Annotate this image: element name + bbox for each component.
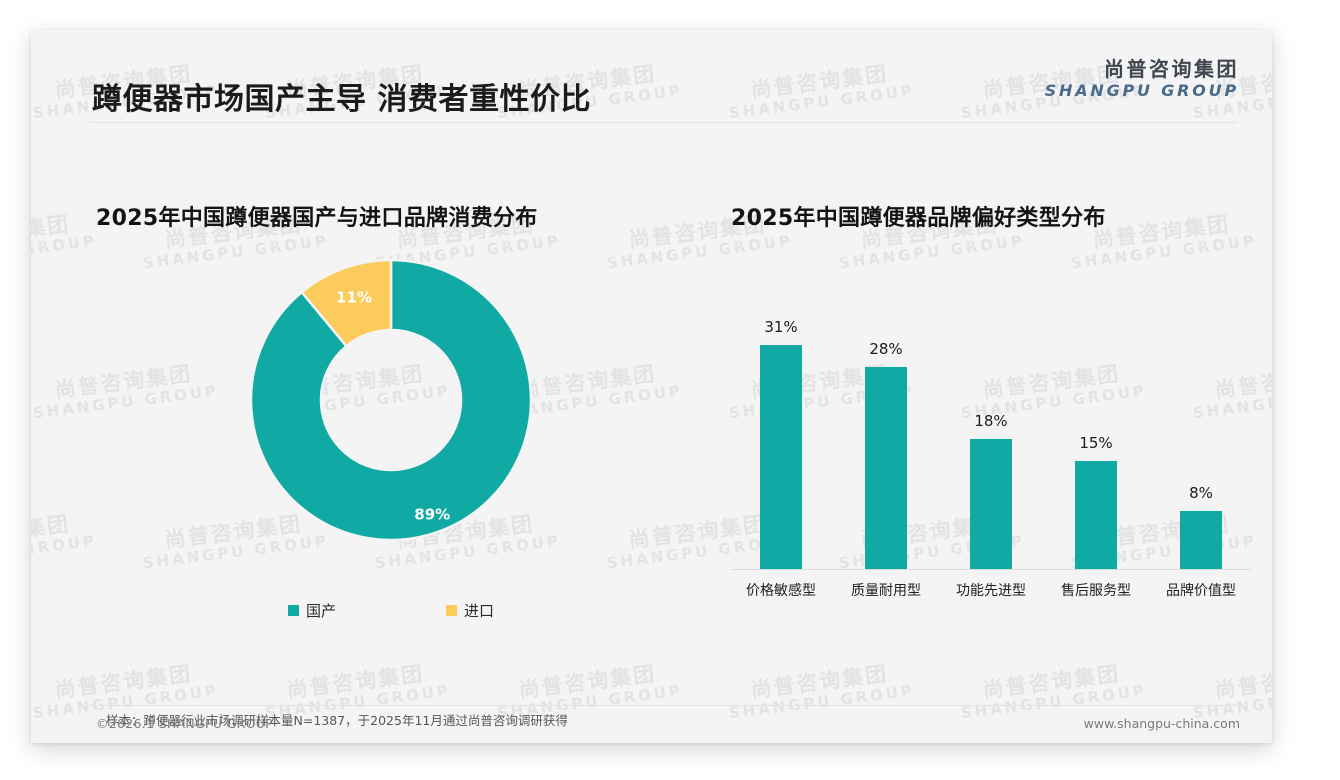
legend-swatch-icon <box>446 605 457 616</box>
donut-chart-title: 2025年中国蹲便器国产与进口品牌消费分布 <box>96 206 538 231</box>
bar-column: 31% <box>731 259 831 569</box>
bar-chart-title: 2025年中国蹲便器品牌偏好类型分布 <box>731 206 1106 231</box>
donut-chart: 89% 11% <box>96 250 686 580</box>
bar-value-label: 8% <box>1189 484 1213 503</box>
bar[interactable] <box>1180 511 1222 569</box>
bar-column: 8% <box>1151 259 1251 569</box>
bar-column: 28% <box>836 259 936 569</box>
donut-legend: 国产 进口 <box>96 600 686 621</box>
bar[interactable] <box>760 345 802 569</box>
slide-header: 蹲便器市场国产主导 消费者重性价比 尚普咨询集团 SHANGPU GROUP <box>31 30 1272 122</box>
donut-legend-item[interactable]: 国产 <box>287 600 336 621</box>
donut-slice-label: 11% <box>336 288 372 306</box>
watermark-english: SHANGPU GROUP <box>31 231 98 273</box>
bar-value-label: 15% <box>1079 433 1113 452</box>
page-title: 蹲便器市场国产主导 消费者重性价比 <box>92 82 591 117</box>
header-divider <box>89 122 1237 123</box>
bar-chart-axis-line <box>731 569 1251 570</box>
logo-english-text: SHANGPU GROUP <box>1044 81 1239 100</box>
donut-legend-label: 进口 <box>464 602 495 620</box>
source-footnote: 样本：蹲便器行业市场调研样本量N=1387，于2025年11月通过尚普咨询调研获… <box>106 713 568 728</box>
bar-chart-panel: 2025年中国蹲便器品牌偏好类型分布 31% 28% 18% 15% 8% 价格敏感型 质… <box>731 200 1251 670</box>
footer-website[interactable]: www.shangpu-china.com <box>1083 716 1240 731</box>
logo-chinese-text: 尚普咨询集团 <box>1104 57 1239 81</box>
donut-slice-label: 89% <box>414 506 450 524</box>
bar-value-label: 28% <box>869 339 903 358</box>
legend-swatch-icon <box>287 605 299 616</box>
footnote-divider <box>89 705 1237 706</box>
slide-card: 尚普咨询集团 SHANGPU GROUP 尚普咨询集团 SHANGPU GROUP 尚普… <box>31 30 1272 743</box>
bar-value-label: 18% <box>974 412 1008 430</box>
donut-slice[interactable] <box>300 258 393 348</box>
donut-chart-panel: 2025年中国蹲便器国产与进口品牌消费分布 89% 11% 国产 进口 <box>96 200 686 670</box>
bar-category-label: 功能先进型 <box>956 583 1026 599</box>
slide-footer: ©2026.1 SHANGPU GROUP www.shangpu-china.… <box>31 706 1272 743</box>
bar-category-label: 品牌价值型 <box>1166 583 1236 599</box>
bar-chart-category-labels: 价格敏感型 质量耐用型 功能先进型 售后服务型 品牌价值型 <box>731 580 1251 602</box>
donut-legend-label: 国产 <box>305 602 336 620</box>
bar-category-label: 价格敏感型 <box>746 583 816 599</box>
watermark-chinese: 尚普咨询集团 <box>31 211 72 253</box>
brand-logo: 尚普咨询集团 SHANGPU GROUP <box>1045 58 1239 100</box>
watermark-chinese: 尚普咨询集团 <box>31 511 72 553</box>
bar-category-label: 售后服务型 <box>1061 583 1131 599</box>
donut-legend-item[interactable]: 进口 <box>446 600 494 621</box>
bar[interactable] <box>970 439 1012 569</box>
bar-value-label: 31% <box>764 318 798 337</box>
bar-category-label: 质量耐用型 <box>851 583 921 599</box>
bar[interactable] <box>1075 460 1117 569</box>
footer-copyright: ©2026.1 SHANGPU GROUP <box>96 716 273 731</box>
bar[interactable] <box>865 366 907 569</box>
donut-slice[interactable] <box>249 258 533 542</box>
bar-column: 18% <box>941 259 1041 569</box>
bar-chart-plot: 31% 28% 18% 15% 8% <box>731 260 1251 570</box>
donut-svg: 89% 11% <box>249 258 533 542</box>
bar-column: 15% <box>1046 259 1146 569</box>
watermark-english: SHANGPU GROUP <box>31 531 98 573</box>
